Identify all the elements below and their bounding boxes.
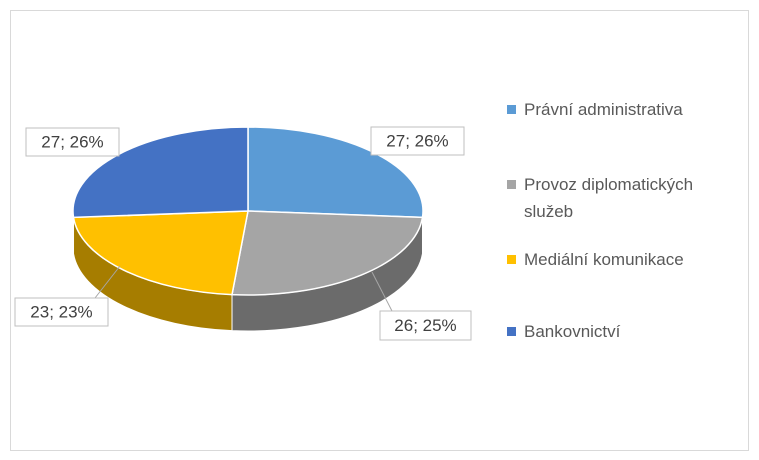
legend-swatch xyxy=(507,105,516,114)
legend-item: Mediální komunikace xyxy=(505,246,735,273)
data-label-box xyxy=(379,310,472,341)
pie-slice xyxy=(72,126,249,219)
data-label-box xyxy=(25,127,120,157)
legend-item: Právní administrativa xyxy=(505,96,735,123)
legend-item: Provoz diplomatických služeb xyxy=(505,171,735,225)
legend-swatch xyxy=(507,180,516,189)
chart-border xyxy=(10,10,749,451)
pie-slice xyxy=(72,210,249,296)
leader-line xyxy=(371,271,393,312)
data-label-box xyxy=(370,126,465,156)
data-label: 27; 26% xyxy=(41,132,103,151)
data-label: 27; 26% xyxy=(386,131,448,150)
legend-label: Mediální komunikace xyxy=(524,250,684,269)
pie-slice xyxy=(231,210,424,296)
data-label: 26; 25% xyxy=(394,316,456,335)
data-label-box xyxy=(14,297,109,327)
legend-swatch xyxy=(507,327,516,336)
leader-line xyxy=(94,265,121,299)
legend-label: Bankovnictví xyxy=(524,322,621,341)
legend-label: Provoz diplomatických služeb xyxy=(524,175,694,221)
data-label: 23; 23% xyxy=(30,302,92,321)
legend-label: Právní administrativa xyxy=(524,100,683,119)
legend-item: Bankovnictví xyxy=(505,318,735,345)
legend-swatch xyxy=(507,255,516,264)
